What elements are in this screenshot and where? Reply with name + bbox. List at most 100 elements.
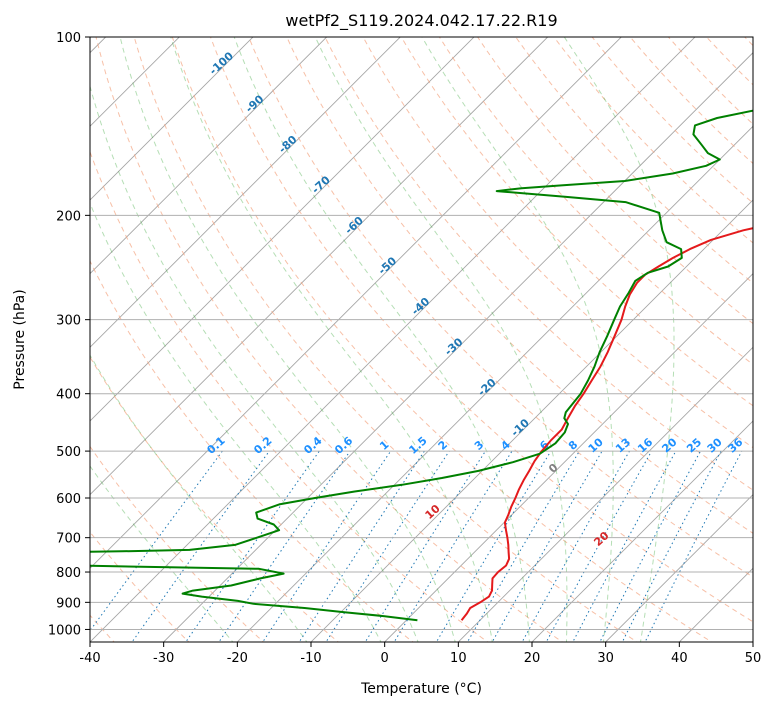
isotherm-label: -40 <box>409 295 433 318</box>
moist-adiabat-line <box>314 37 568 642</box>
dry-adiabat-line <box>667 37 753 125</box>
mixing-ratio-line <box>218 450 351 642</box>
dry-adiabat-line <box>90 259 414 642</box>
mixing-ratio-line <box>393 450 513 642</box>
isotherm-line <box>90 37 401 348</box>
isotherm-label: -10 <box>509 416 533 439</box>
y-tick-label: 700 <box>56 532 81 547</box>
dry-adiabat-label: 30 <box>767 557 775 577</box>
x-tick-label: -40 <box>79 651 100 666</box>
dry-adiabat-line <box>705 37 753 86</box>
pressure-gridlines <box>90 37 753 630</box>
dry-adiabat-line <box>515 37 753 284</box>
dry-adiabat-line <box>324 37 753 491</box>
y-axis: 100 200 300 400 500 600 700 800 900 1000 <box>48 31 90 638</box>
isotherm-label: -60 <box>343 214 367 237</box>
y-tick-label: 500 <box>56 445 81 460</box>
x-tick-label: 0 <box>381 651 389 666</box>
x-tick-label: 30 <box>597 651 614 666</box>
plot-frame <box>89 36 754 643</box>
dry-adiabat-line <box>209 37 753 623</box>
isotherm-label: -90 <box>243 92 267 115</box>
isotherm-line <box>90 37 254 201</box>
x-tick-label: -10 <box>300 651 321 666</box>
mixing-ratio-line <box>621 450 722 642</box>
y-tick-label: 1000 <box>48 623 81 638</box>
x-tick-label: 10 <box>450 651 467 666</box>
mixing-ratio-line <box>262 450 392 642</box>
dry-adiabat-line <box>90 150 489 642</box>
mixing-ratio-line <box>572 450 677 642</box>
background-lines <box>90 24 775 645</box>
mixing-ratio-line <box>325 450 450 642</box>
isotherm-line <box>90 37 622 569</box>
y-tick-label: 800 <box>56 566 81 581</box>
sounding-series <box>90 109 753 622</box>
isotherm-line <box>310 199 753 642</box>
y-tick-label: 200 <box>56 209 81 224</box>
y-axis-label: Pressure (hPa) <box>12 289 28 389</box>
x-tick-label: -30 <box>153 651 174 666</box>
dewpoint-line <box>90 109 753 622</box>
mixing-ratio-line <box>131 450 270 642</box>
dry-adiabat-line <box>248 37 753 578</box>
mixing-ratio-label: 25 <box>684 436 704 456</box>
y-tick-label: 300 <box>56 314 81 329</box>
temperature-line <box>460 227 753 621</box>
dry-adiabat-line <box>770 24 775 645</box>
x-axis: -40 -30 -20 -10 0 10 20 30 40 50 <box>79 642 761 666</box>
chart-title: wetPf2_S119.2024.042.17.22.R19 <box>285 11 557 31</box>
dry-adiabat-line <box>133 37 638 642</box>
dry-adiabat-label: 10 <box>423 502 443 522</box>
isotherm-line <box>236 125 753 642</box>
moist-adiabat-line <box>90 354 308 642</box>
x-axis-label: Temperature (°C) <box>360 681 482 697</box>
isotherm-line <box>90 37 475 422</box>
y-tick-label: 900 <box>56 596 81 611</box>
y-tick-label: 400 <box>56 388 81 403</box>
moist-adiabat-line <box>563 37 675 642</box>
mixing-ratio-label: 13 <box>613 436 633 456</box>
dry-adiabat-line <box>171 37 713 642</box>
mixing-ratio-line <box>298 450 425 642</box>
mixing-ratio-label: 0.4 <box>301 434 324 457</box>
x-tick-label: 20 <box>524 651 541 666</box>
mixing-ratio-line <box>644 450 743 642</box>
x-tick-label: 40 <box>671 651 688 666</box>
moist-adiabat-line <box>119 37 456 642</box>
dry-adiabat-line <box>744 37 753 47</box>
isotherm-line <box>90 37 549 496</box>
isotherm-label: -100 <box>207 49 236 77</box>
isotherm-label: -30 <box>442 335 466 358</box>
dry-adiabat-label: 20 <box>592 529 612 549</box>
dry-adiabat-line <box>90 356 340 642</box>
isotherm-line <box>752 641 753 642</box>
x-tick-label: 50 <box>745 651 762 666</box>
moist-adiabat-line <box>233 37 530 642</box>
moist-adiabat-line <box>90 84 419 642</box>
isotherm-line <box>531 420 753 642</box>
isotherm-label: -50 <box>376 254 400 277</box>
x-tick-label: -20 <box>227 651 248 666</box>
isotherm-line <box>383 273 753 642</box>
mixing-ratio-label: 0.1 <box>204 434 227 457</box>
mixing-ratio-line <box>521 450 630 642</box>
isotherm-line <box>457 346 753 642</box>
mixing-ratio-line <box>435 450 552 642</box>
y-tick-label: 100 <box>56 31 81 46</box>
moist-adiabat-line <box>170 37 493 642</box>
mixing-ratio-line <box>90 450 223 632</box>
mixing-ratio-line <box>364 450 486 642</box>
isotherm-line <box>604 493 753 642</box>
isotherm-label: -20 <box>475 376 499 399</box>
mixing-ratio-label: 16 <box>635 435 655 455</box>
dry-adiabat-line <box>629 37 753 165</box>
isotherm-line <box>90 37 696 642</box>
moist-adiabat-line <box>421 37 614 642</box>
dry-adiabat-line <box>400 37 753 407</box>
isotherm-line <box>162 52 753 642</box>
mixing-ratio-line <box>466 450 580 642</box>
y-tick-label: 600 <box>56 492 81 507</box>
mixing-ratio-line <box>491 450 603 642</box>
